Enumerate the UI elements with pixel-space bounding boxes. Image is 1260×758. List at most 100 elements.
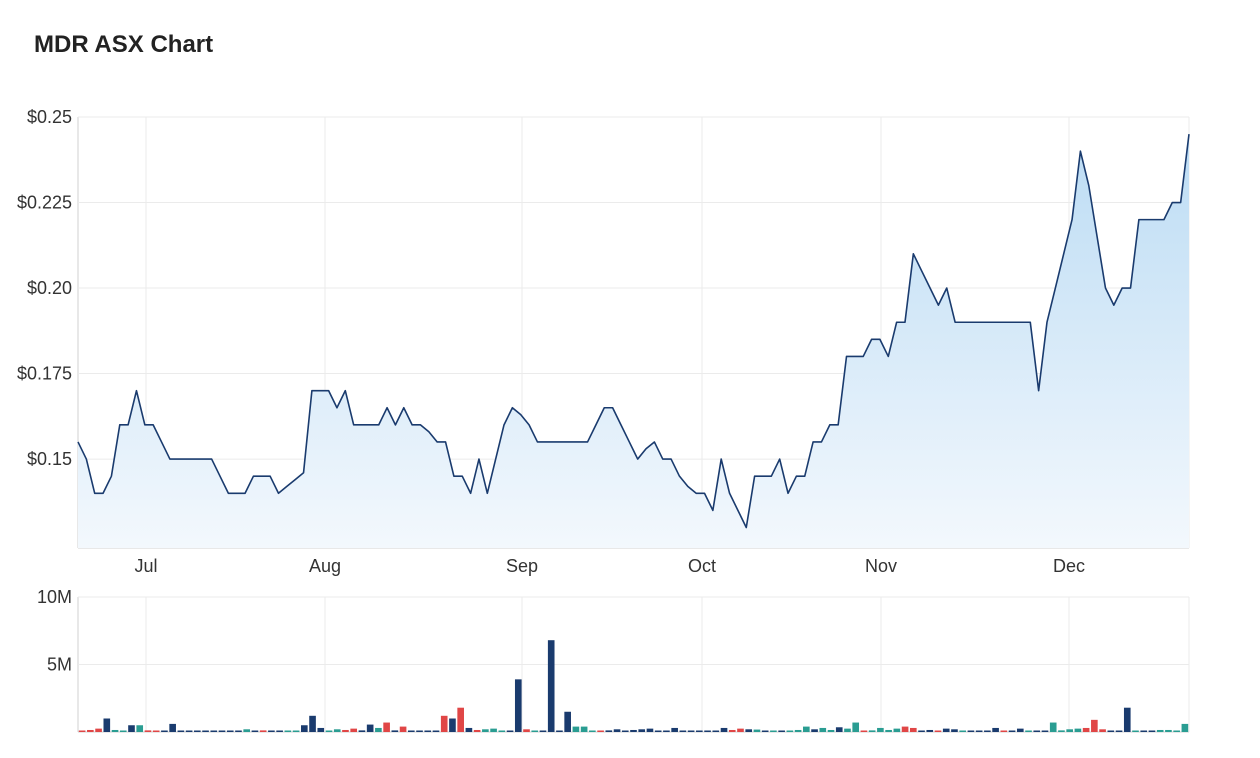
volume-bar (712, 730, 720, 732)
volume-bar (572, 726, 580, 732)
volume-bar (531, 730, 539, 732)
volume-bar (819, 727, 827, 732)
volume-bar (556, 730, 563, 732)
volume-bar (498, 730, 506, 732)
volume-bar (185, 730, 193, 732)
volume-bar (1091, 719, 1098, 732)
volume-bar (226, 730, 234, 732)
volume-bar (671, 727, 678, 732)
volume-bar (202, 730, 209, 732)
price-line (77, 134, 1190, 529)
volume-bar (514, 679, 522, 732)
volume-bar (457, 707, 464, 732)
volume-bar (1115, 730, 1123, 732)
volume-bar (1099, 729, 1106, 732)
volume-bar (753, 729, 761, 732)
volume-bar (235, 730, 242, 732)
volume-bar (794, 729, 802, 732)
volume-y-tick-label: 5M (47, 655, 72, 675)
volume-bar (860, 730, 868, 732)
x-tick-label: Dec (1053, 556, 1085, 576)
volume-bar (490, 728, 497, 733)
volume-bar (251, 730, 259, 732)
volume-bar (119, 730, 127, 732)
price-y-tick-label: $0.15 (27, 449, 72, 469)
volume-bar (786, 730, 794, 732)
volume-bar (1016, 728, 1024, 733)
volume-bar (720, 727, 728, 732)
volume-bar (621, 730, 629, 732)
volume-bar (597, 730, 604, 732)
volume-bar (679, 730, 687, 732)
volume-bar (975, 730, 983, 732)
volume-bar (942, 728, 950, 733)
volume-bar (383, 722, 390, 732)
price-area (77, 134, 1190, 548)
volume-bar (803, 726, 810, 732)
volume-bar (613, 729, 621, 732)
volume-bar (416, 730, 423, 732)
volume-bar (342, 729, 349, 732)
volume-bar (473, 729, 481, 732)
volume-bar (646, 728, 654, 733)
volume-bar (827, 729, 835, 732)
volume-bar (78, 730, 86, 732)
volume-bar (547, 640, 555, 732)
volume-bar (358, 730, 366, 732)
price-y-tick-label: $0.20 (27, 278, 72, 298)
volume-bars (78, 640, 1189, 733)
volume-bar (761, 730, 769, 732)
volume-bar (811, 729, 818, 732)
volume-bar (704, 730, 711, 732)
volume-ticks: 10M 5M (37, 587, 72, 675)
volume-bar (901, 726, 909, 732)
volume-bar (934, 730, 942, 732)
volume-bar (1173, 730, 1180, 732)
volume-bar (440, 715, 448, 732)
volume-bar (564, 711, 571, 732)
volume-bar (1148, 730, 1156, 732)
x-tick-label: Aug (309, 556, 341, 576)
price-y-tick-label: $0.25 (27, 107, 72, 127)
volume-bar (1140, 730, 1148, 732)
volume-bar (835, 727, 843, 732)
volume-bar (737, 728, 744, 733)
volume-bar (1107, 730, 1115, 732)
volume-bar (687, 730, 695, 732)
volume-bar (984, 730, 991, 732)
volume-bar (959, 730, 966, 732)
price-area-fill (78, 134, 1189, 548)
volume-bar (885, 729, 892, 732)
volume-bar (951, 729, 958, 732)
volume-bar (580, 726, 588, 732)
volume-bar (284, 730, 292, 732)
price-y-tick-label: $0.225 (17, 193, 72, 213)
volume-bar (852, 722, 860, 732)
volume-bar (465, 727, 473, 732)
volume-bar (523, 729, 530, 732)
x-tick-label: Nov (865, 556, 897, 576)
volume-bar (1049, 722, 1057, 732)
volume-bar (292, 730, 300, 732)
volume-bar (95, 728, 102, 733)
volume-bar (259, 730, 267, 732)
volume-bar (432, 730, 440, 732)
volume-bar (391, 730, 399, 732)
volume-bar (309, 715, 316, 732)
volume-bar (194, 730, 201, 732)
volume-bar (366, 724, 374, 732)
x-tick-label: Oct (688, 556, 716, 576)
volume-bar (918, 730, 925, 732)
volume-bar (1000, 730, 1008, 732)
volume-bar (218, 730, 226, 732)
volume-bar (449, 718, 456, 732)
volume-bar (770, 730, 777, 732)
volume-bar (276, 730, 283, 732)
chart-title: MDR ASX Chart (34, 31, 214, 58)
volume-bar (111, 729, 119, 732)
volume-bar (778, 730, 785, 732)
volume-bar (399, 726, 407, 732)
volume-bar (638, 729, 646, 732)
volume-bar (350, 728, 358, 733)
